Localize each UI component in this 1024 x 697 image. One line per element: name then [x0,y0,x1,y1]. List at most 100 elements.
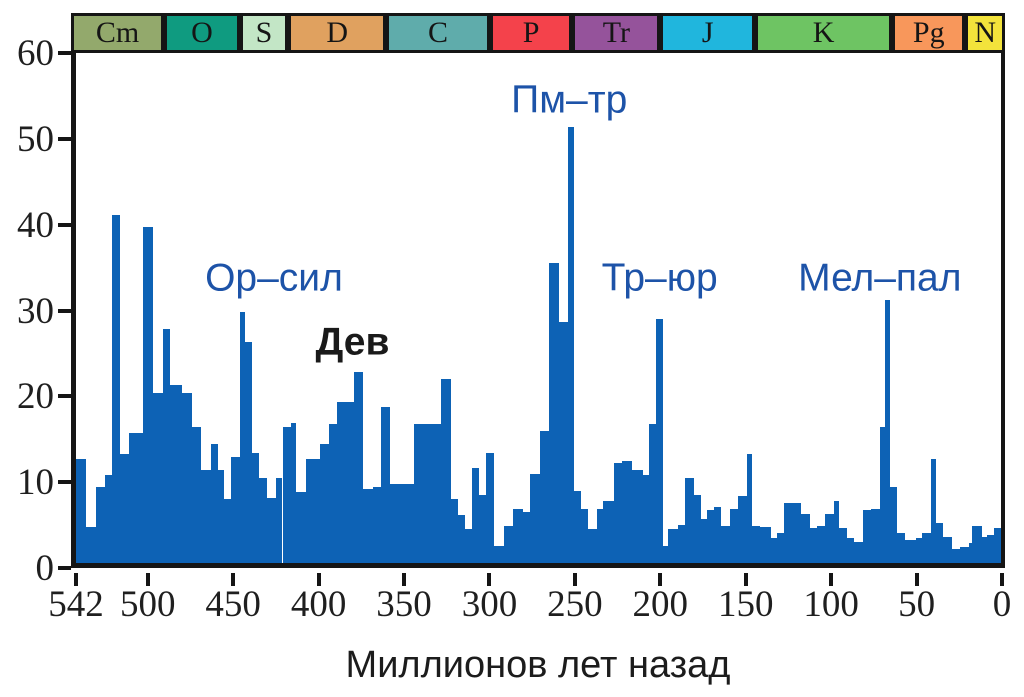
y-tick-label: 20 [17,376,54,418]
y-tick [58,222,71,227]
period-label-Cm: Cm [95,16,140,49]
bar [603,500,614,563]
x-tick-label: 500 [120,584,176,625]
bar [825,513,834,563]
plot-frame: Ор–сил Дев Пм–тр Тр–юр Мел–пал [71,53,1005,568]
x-tick [829,573,834,586]
y-tick-label: 40 [17,204,54,246]
bar [152,393,164,563]
bar [854,541,863,563]
bar [296,492,307,563]
bar [529,473,541,563]
bar [320,444,329,563]
x-tick-label: 450 [205,584,261,625]
x-tick [145,573,150,586]
bar [751,525,761,563]
period-S: S [239,13,289,53]
bar [714,506,722,563]
period-label-S: S [255,16,273,49]
bar [622,461,633,563]
x-tick-label: 300 [461,584,518,625]
annotation-mel-pal: Мел–пал [798,256,962,300]
annotation-pm-tr: Пм–тр [511,78,628,122]
bar [251,452,259,563]
bar [982,536,988,563]
bar [244,342,252,563]
period-J: J [660,13,756,53]
bar [111,214,121,563]
bar [922,533,932,563]
bar [192,427,201,563]
bar [951,548,961,563]
x-tick-label: 0 [992,584,1012,625]
period-O: O [164,13,240,53]
bar [879,427,885,563]
bar [668,529,679,563]
bar [163,329,170,563]
bar [746,454,752,563]
x-tick [658,573,663,586]
bar [169,384,182,563]
bar [96,486,105,563]
bar [485,452,495,563]
period-Pg: Pg [892,13,966,53]
x-tick [743,573,748,586]
bar [574,490,582,563]
bar [721,525,730,563]
bar [816,525,826,563]
bar [685,478,694,563]
period-Cm: Cm [71,13,165,53]
bar [960,546,969,563]
bar [76,459,87,563]
bar [504,525,513,563]
bar [936,523,943,563]
bar [105,475,112,563]
y-tick-label: 50 [17,118,54,160]
bar [362,489,373,563]
bar [707,510,715,563]
bar [465,529,472,563]
bar [381,406,391,563]
bar [217,469,225,563]
period-P: P [489,13,573,53]
bar [931,459,937,563]
x-tick [402,573,407,586]
period-label-Tr: Tr [602,16,631,49]
x-tick-label: 150 [717,584,774,625]
bar [700,518,708,563]
bar [471,467,479,563]
bar [809,528,817,563]
bar [231,456,240,563]
bar [862,510,872,563]
bar [905,540,916,563]
bar [994,528,1001,563]
bar [458,515,466,563]
x-tick [74,573,78,586]
x-tick-label: 542 [48,584,104,625]
bar [291,422,297,563]
bar [693,495,701,563]
bar [328,424,338,563]
plot-area: Ор–сил Дев Пм–тр Тр–юр Мел–пал [76,53,1001,563]
y-tick-label: 0 [35,548,55,589]
y-tick-label: 30 [17,290,54,332]
x-tick [572,573,577,586]
bar [258,478,268,563]
period-label-Pg: Pg [912,16,945,49]
bar [210,444,218,563]
bar [512,508,524,563]
period-label-J: J [701,16,714,49]
bar [540,431,549,563]
y-tick [58,51,71,55]
y-tick [58,308,71,313]
y-tick-label: 10 [17,462,54,504]
bar [282,427,292,563]
bar [548,262,559,563]
annotation-tr-yur: Тр–юр [601,256,718,300]
bar [275,478,283,563]
geologic-period-band: Cm O S D C P Tr J K Pg N [71,13,1005,53]
bar [987,534,995,563]
bar [915,538,923,563]
bar [267,498,276,563]
